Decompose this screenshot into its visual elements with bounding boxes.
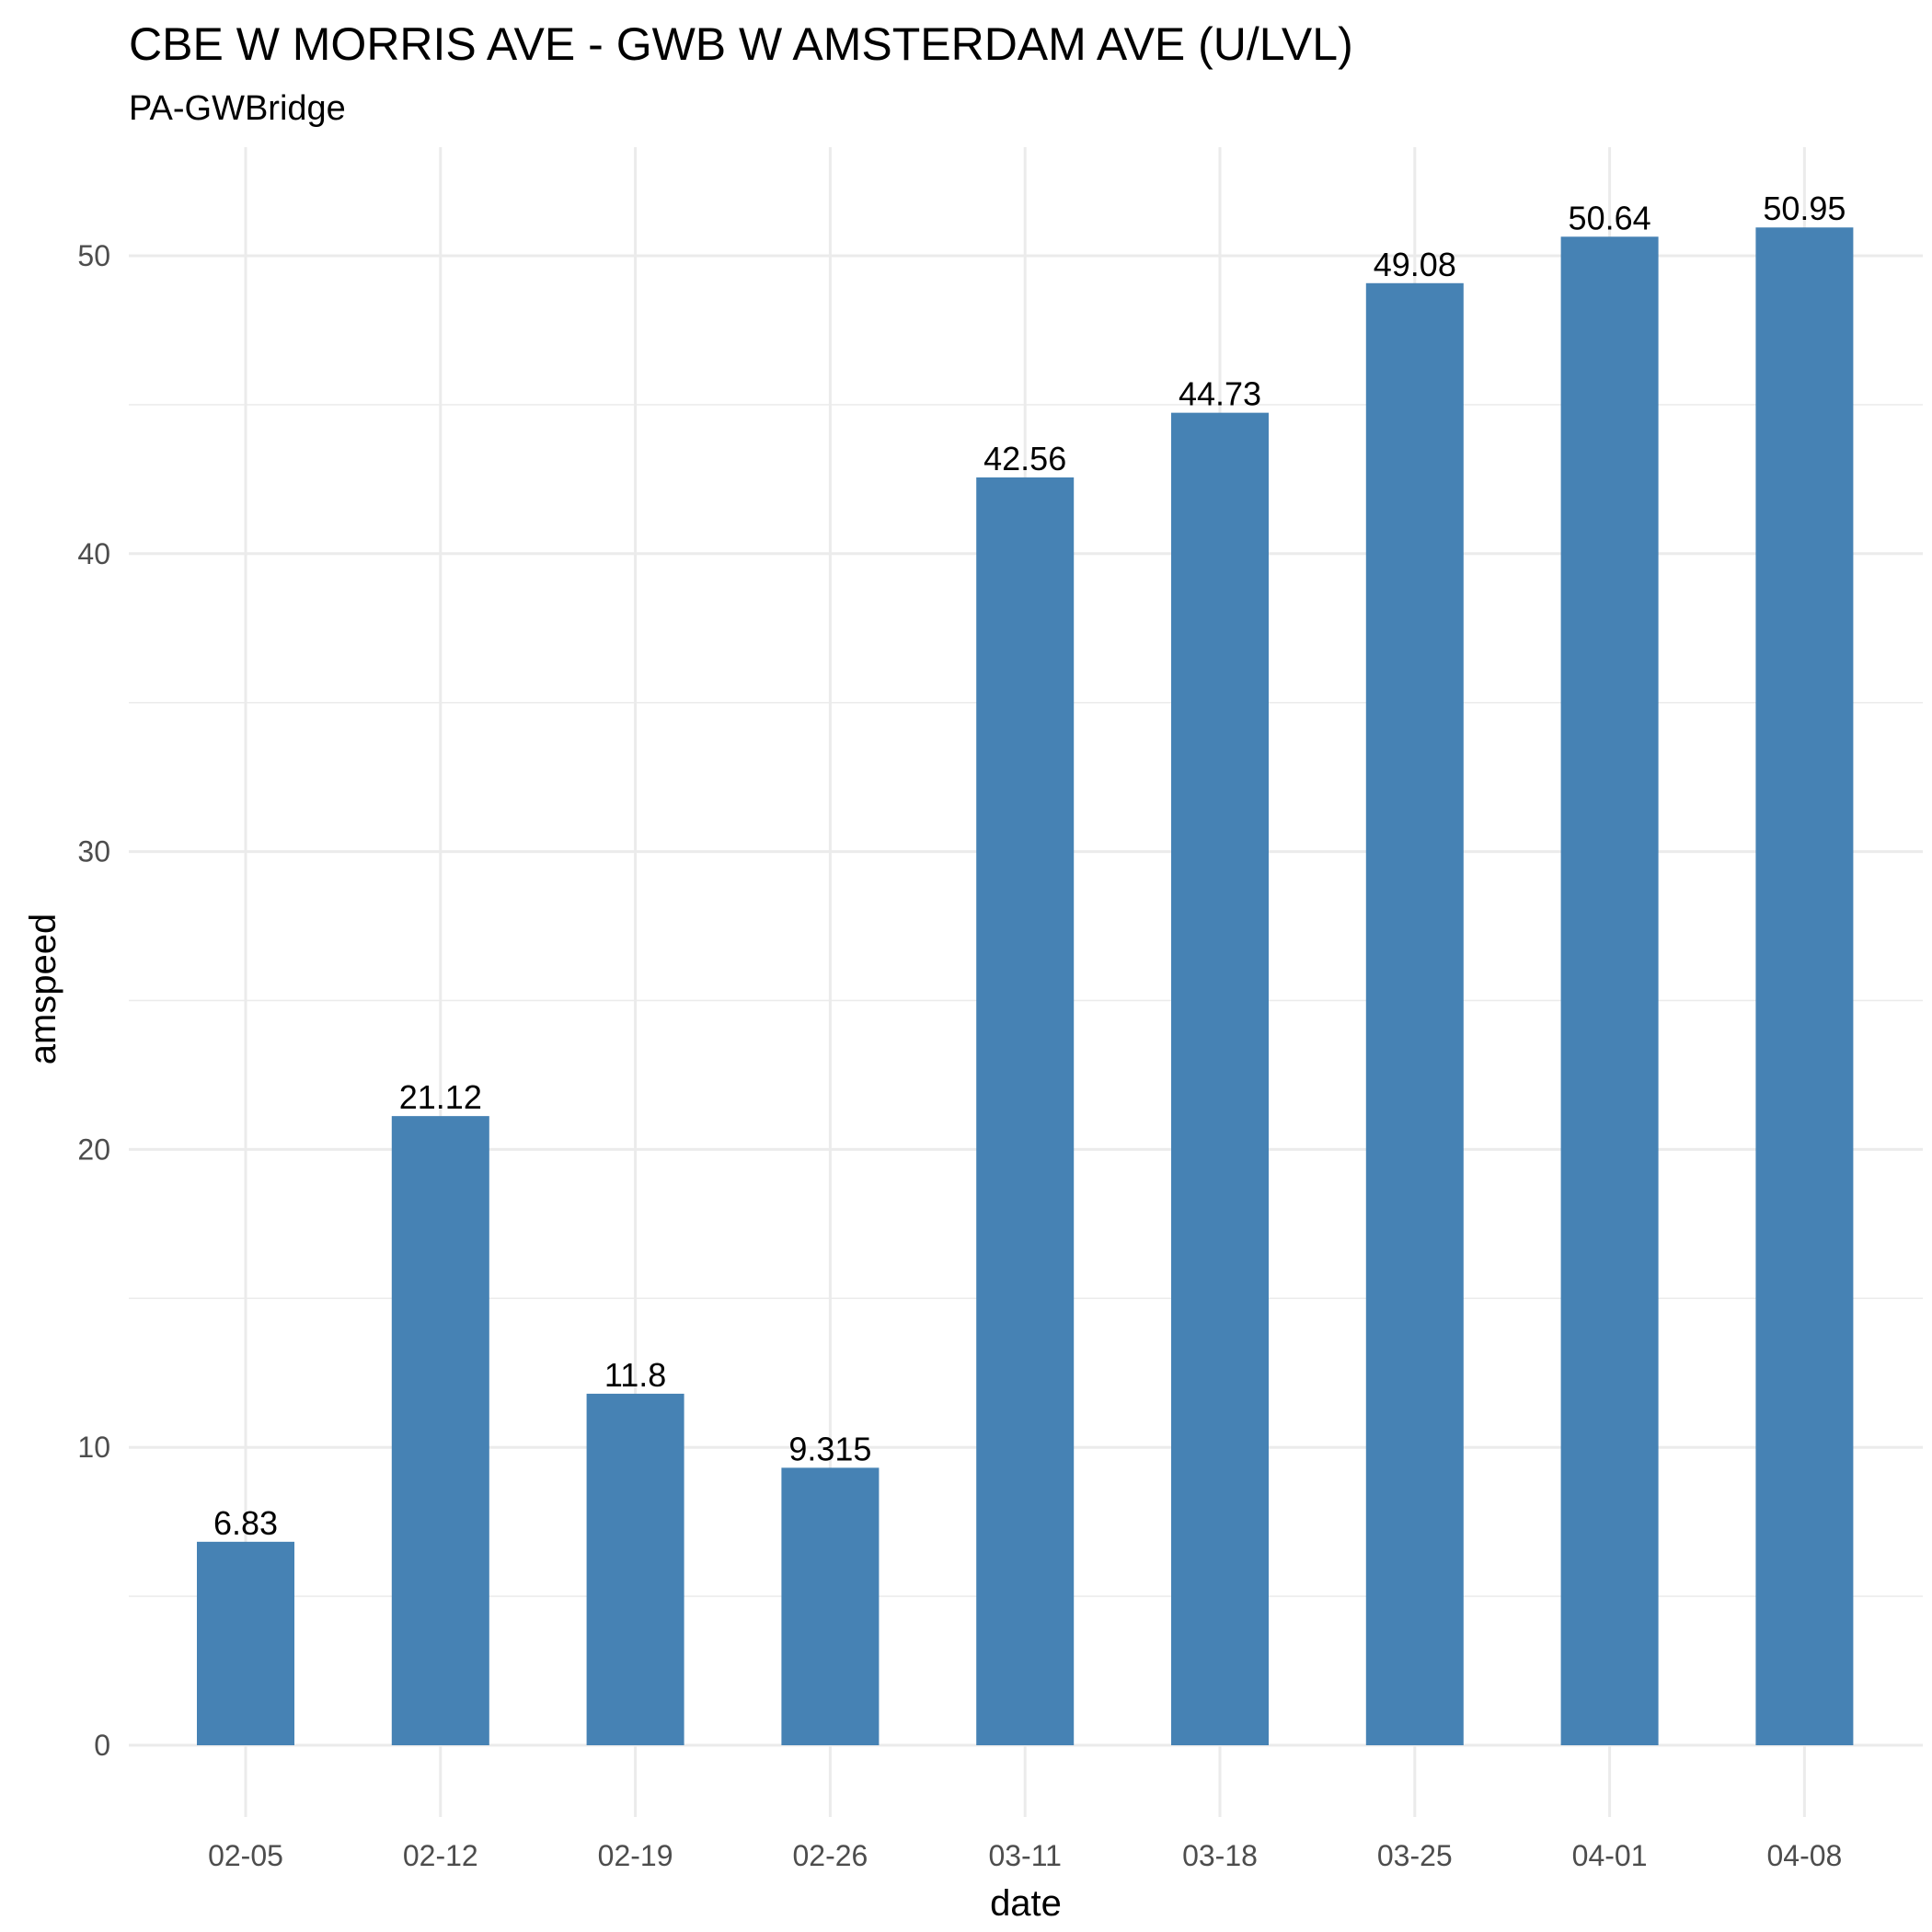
bar (1365, 282, 1464, 1746)
bar (976, 477, 1075, 1745)
bar-value-label: 49.08 (1374, 246, 1456, 283)
chart-title: CBE W MORRIS AVE - GWB W AMSTERDAM AVE (… (129, 18, 1353, 70)
bar-value-label: 11.8 (604, 1356, 666, 1394)
bar (197, 1541, 294, 1745)
x-tick-label: 03-18 (1182, 1839, 1258, 1872)
y-axis-ticks: 0 10 20 30 40 50 (77, 239, 110, 1762)
y-tick-label: 30 (77, 835, 110, 868)
data-labels: 6.83 21.12 11.8 9.315 42.56 44.73 49.08 50.64 50… (213, 190, 1846, 1542)
y-tick-label: 0 (94, 1729, 110, 1762)
x-axis-title: date (990, 1883, 1062, 1924)
bar (1755, 227, 1854, 1745)
y-tick-label: 50 (77, 239, 110, 272)
chart-subtitle: PA-GWBridge (129, 89, 346, 128)
x-tick-label: 02-19 (598, 1839, 673, 1872)
bar-value-label: 44.73 (1179, 375, 1261, 413)
x-tick-label: 04-01 (1572, 1839, 1648, 1872)
y-tick-label: 40 (77, 537, 110, 570)
y-axis-title: amspeed (23, 914, 63, 1065)
y-tick-label: 10 (77, 1431, 110, 1464)
bar (391, 1116, 489, 1745)
bar-value-label: 21.12 (399, 1078, 482, 1116)
bar-value-label: 6.83 (213, 1504, 278, 1542)
bar (1171, 412, 1269, 1746)
x-tick-label: 03-25 (1377, 1839, 1453, 1872)
x-tick-label: 02-26 (792, 1839, 868, 1872)
bar (586, 1393, 684, 1745)
x-tick-label: 03-11 (988, 1839, 1061, 1872)
bar (1560, 236, 1659, 1745)
bar (781, 1467, 880, 1745)
bar-value-label: 50.64 (1569, 199, 1651, 236)
x-axis-ticks: 02-05 02-12 02-19 02-26 03-11 03-18 03-25 04-01… (208, 1839, 1842, 1872)
y-tick-label: 20 (77, 1133, 110, 1166)
bar-value-label: 42.56 (983, 440, 1066, 477)
bar-value-label: 50.95 (1763, 190, 1846, 227)
bar-value-label: 9.315 (788, 1430, 871, 1467)
x-tick-label: 02-05 (208, 1839, 283, 1872)
x-tick-label: 04-08 (1766, 1839, 1842, 1872)
x-tick-label: 02-12 (403, 1839, 478, 1872)
bars (197, 227, 1854, 1746)
